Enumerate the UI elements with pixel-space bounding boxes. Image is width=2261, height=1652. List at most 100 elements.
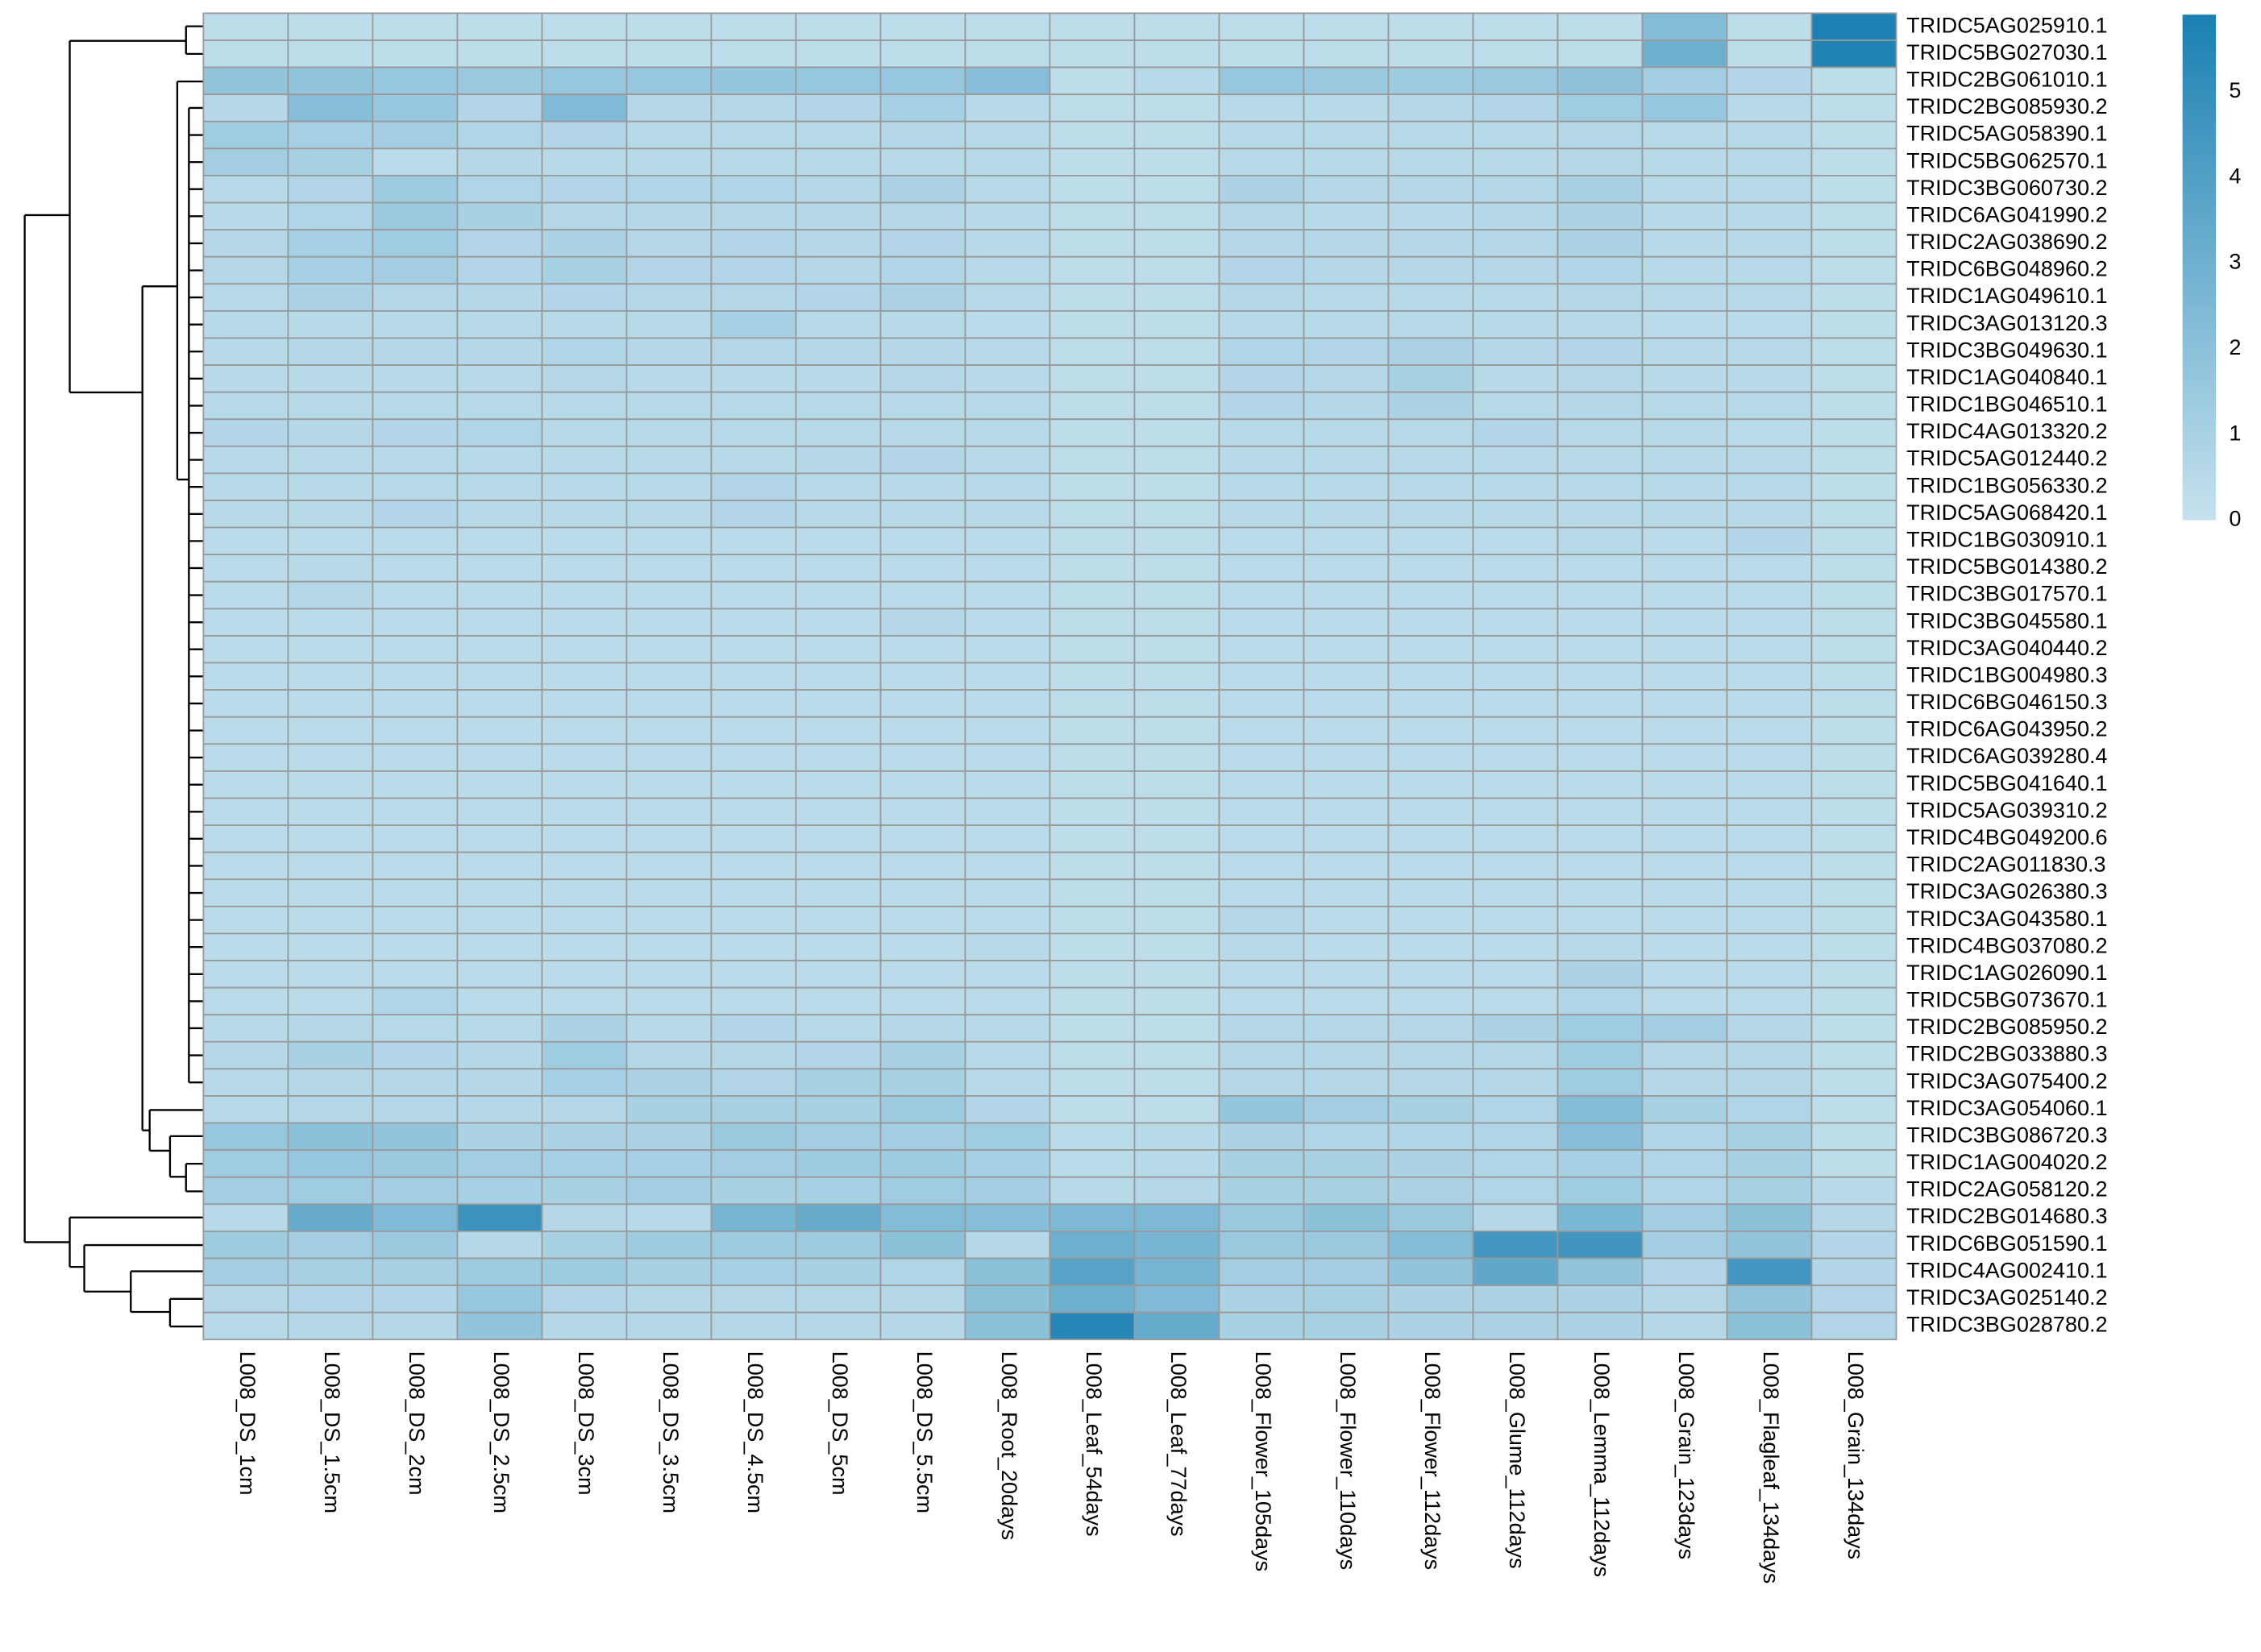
heatmap-cell <box>1810 608 1897 637</box>
heatmap-cell <box>541 1203 628 1232</box>
heatmap-cell <box>1472 66 1559 96</box>
heatmap-cell <box>879 120 966 150</box>
heatmap-cell <box>964 309 1051 339</box>
heatmap-cell <box>626 580 713 610</box>
heatmap-cell <box>1387 960 1474 989</box>
row-label: TRIDC1AG049610.1 <box>1906 284 2107 308</box>
heatmap-cell <box>1133 12 1220 41</box>
heatmap-cell <box>1049 608 1136 637</box>
heatmap-cell <box>626 851 713 881</box>
heatmap-cell <box>1387 201 1474 231</box>
heatmap-cell <box>879 743 966 772</box>
heatmap-cell <box>1472 986 1559 1016</box>
heatmap-cell <box>1133 120 1220 150</box>
heatmap-cell <box>1472 1040 1559 1070</box>
heatmap-cell <box>1218 255 1305 285</box>
heatmap-cell <box>541 743 628 772</box>
heatmap-cell <box>287 418 374 447</box>
heatmap-cell <box>372 797 459 826</box>
heatmap-cell <box>879 662 966 691</box>
heatmap-cell <box>287 283 374 312</box>
heatmap-cell <box>879 554 966 583</box>
heatmap-cell <box>710 797 797 826</box>
heatmap-cell <box>1387 364 1474 393</box>
row-label: TRIDC1BG046510.1 <box>1906 392 2107 417</box>
heatmap-cell <box>1472 662 1559 691</box>
column-label: L008_DS_1.5cm <box>320 1351 344 1513</box>
heatmap-cell <box>1557 608 1644 637</box>
row-label: TRIDC2AG038690.2 <box>1906 230 2107 254</box>
heatmap-cell <box>1303 201 1390 231</box>
heatmap-cell <box>964 743 1051 772</box>
heatmap-cell <box>1133 229 1220 258</box>
heatmap-cell <box>372 1040 459 1070</box>
heatmap-cell <box>1218 120 1305 150</box>
heatmap-cell <box>1049 960 1136 989</box>
heatmap-cell <box>1472 1203 1559 1232</box>
heatmap-cell <box>626 1122 713 1152</box>
heatmap-cell <box>626 1257 713 1286</box>
heatmap-cell <box>1218 309 1305 339</box>
heatmap-cell <box>795 93 882 122</box>
heatmap-cell <box>1303 1095 1390 1124</box>
heatmap-cell <box>541 1311 628 1341</box>
heatmap-cell <box>372 229 459 258</box>
colorbar-tick-label: 4 <box>2229 164 2241 188</box>
heatmap-cell <box>1049 120 1136 150</box>
heatmap-cell <box>964 120 1051 150</box>
heatmap-cell <box>1387 229 1474 258</box>
heatmap-cell <box>1557 283 1644 312</box>
heatmap-cell <box>1133 905 1220 935</box>
heatmap-cell <box>1472 770 1559 799</box>
heatmap-cell <box>372 472 459 501</box>
heatmap-cell <box>287 1176 374 1206</box>
row-label: TRIDC4AG013320.2 <box>1906 419 2107 443</box>
heatmap-cell <box>1726 1203 1813 1232</box>
heatmap-cell <box>202 93 289 122</box>
heatmap-cell <box>626 770 713 799</box>
heatmap-cell <box>1557 93 1644 122</box>
heatmap-cell <box>1557 472 1644 501</box>
heatmap-cell <box>202 255 289 285</box>
heatmap-cell <box>1049 472 1136 501</box>
heatmap-cell <box>1387 1014 1474 1043</box>
heatmap-cell <box>1641 418 1728 447</box>
heatmap-cell <box>1472 201 1559 231</box>
heatmap-cell <box>1641 309 1728 339</box>
heatmap-cell <box>1557 851 1644 881</box>
heatmap-cell <box>1472 472 1559 501</box>
heatmap-cell <box>1810 201 1897 231</box>
heatmap-cell <box>1218 932 1305 961</box>
heatmap-cell <box>1049 635 1136 664</box>
heatmap-cell <box>372 120 459 150</box>
heatmap-cell <box>202 770 289 799</box>
heatmap-cell <box>1218 12 1305 41</box>
heatmap-cell <box>1810 1257 1897 1286</box>
heatmap-cell <box>1218 1311 1305 1341</box>
heatmap-cell <box>1049 201 1136 231</box>
heatmap-cell <box>1557 337 1644 366</box>
heatmap-cell <box>1641 1068 1728 1097</box>
heatmap-cell <box>1726 12 1813 41</box>
heatmap-cell <box>456 175 543 204</box>
heatmap-cell <box>202 201 289 231</box>
heatmap-cell <box>1641 932 1728 961</box>
heatmap-cell <box>1810 770 1897 799</box>
heatmap-cell <box>202 337 289 366</box>
heatmap-cell <box>879 1095 966 1124</box>
heatmap-cell <box>1810 1095 1897 1124</box>
row-label: TRIDC3AG025140.2 <box>1906 1285 2107 1310</box>
heatmap-cell <box>710 229 797 258</box>
heatmap-cell <box>456 1095 543 1124</box>
heatmap-cell <box>372 255 459 285</box>
heatmap-cell <box>372 986 459 1016</box>
heatmap-cell <box>1387 1095 1474 1124</box>
heatmap-cell <box>1472 1122 1559 1152</box>
row-label: TRIDC5AG058390.1 <box>1906 122 2107 146</box>
heatmap-cell <box>202 526 289 556</box>
heatmap-cell <box>372 716 459 745</box>
row-label: TRIDC3AG040440.2 <box>1906 636 2107 660</box>
heatmap-cell <box>1133 309 1220 339</box>
heatmap-cell <box>1049 66 1136 96</box>
heatmap-cell <box>964 608 1051 637</box>
